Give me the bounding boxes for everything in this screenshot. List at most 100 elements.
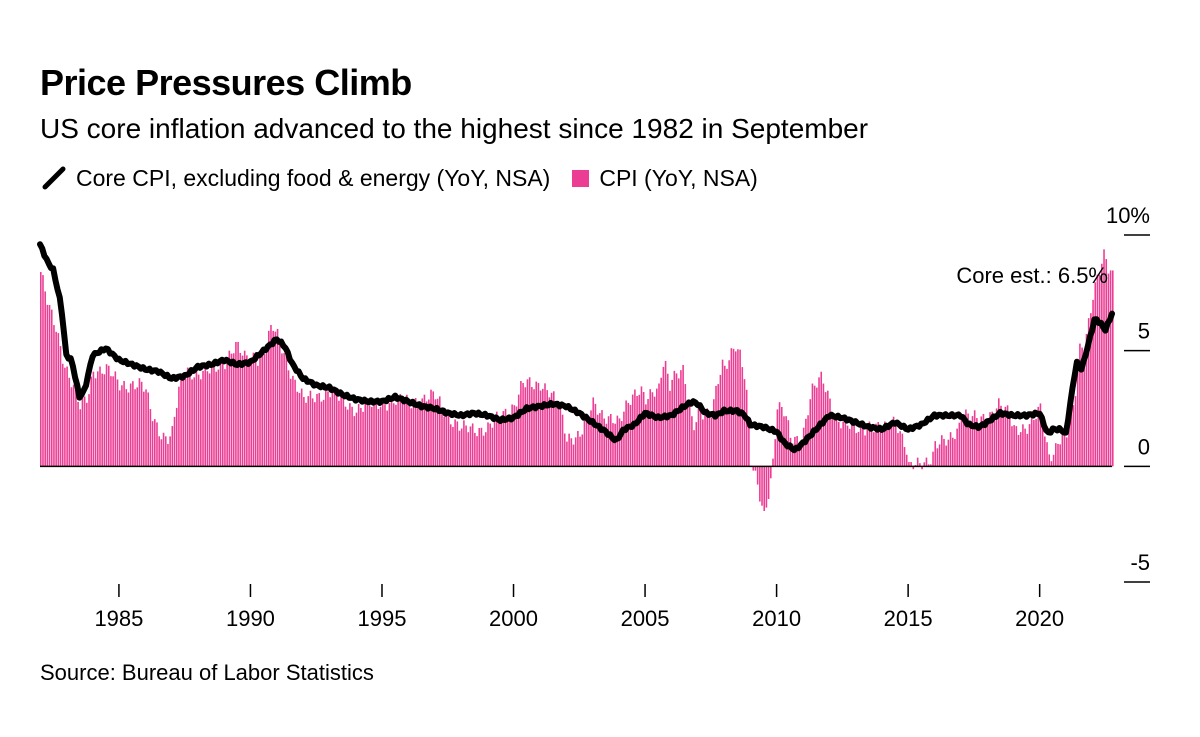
cpi-bar — [154, 419, 156, 467]
cpi-bar — [1057, 443, 1059, 467]
cpi-bar — [989, 412, 991, 467]
cpi-bar — [789, 437, 792, 467]
cpi-bar — [217, 369, 220, 467]
cpi-bar — [1068, 427, 1070, 467]
cpi-bar — [605, 423, 608, 467]
cpi-bar — [182, 379, 185, 467]
cpi-bar — [879, 431, 882, 467]
cpi-bar — [932, 451, 934, 467]
x-tick-label: 2000 — [489, 606, 538, 631]
cpi-bar — [335, 394, 338, 467]
legend-item-cpi: CPI (YoY, NSA) — [572, 165, 758, 192]
cpi-bar — [489, 423, 491, 467]
cpi-bar — [329, 397, 331, 467]
cpi-bar — [403, 401, 406, 467]
cpi-bar — [72, 384, 75, 467]
cpi-bar — [160, 439, 163, 467]
cpi-bar — [228, 350, 231, 467]
cpi-bar — [627, 402, 630, 467]
cpi-bar — [283, 353, 285, 467]
cpi-bar — [563, 433, 566, 467]
cpi-bar — [371, 406, 373, 467]
cpi-bar — [474, 432, 476, 467]
cpi-bar — [864, 435, 866, 467]
cpi-bar — [1096, 274, 1099, 467]
cpi-bar — [886, 423, 888, 467]
cpi-bar — [320, 401, 323, 467]
cpi-bar — [110, 376, 112, 467]
cpi-bar — [1048, 454, 1051, 467]
cpi-bar — [101, 373, 103, 467]
cpi-bar — [590, 410, 592, 467]
cpi-bar — [221, 363, 224, 467]
cpi-bar — [395, 404, 397, 467]
cpi-bar — [197, 374, 200, 467]
cpi-bar — [612, 423, 614, 467]
cpi-bar — [167, 443, 169, 467]
cpi-bar — [546, 390, 548, 467]
cpi-bar — [767, 466, 770, 500]
cpi-bar — [671, 379, 673, 467]
cpi-bar — [355, 412, 358, 467]
cpi-bar — [958, 422, 961, 467]
cpi-bar — [984, 422, 987, 467]
cpi-bar — [824, 392, 827, 467]
cpi-bar — [423, 394, 426, 467]
cpi-bar — [127, 392, 130, 467]
cpi-bar — [1037, 406, 1040, 467]
cpi-bar — [491, 427, 494, 467]
cpi-bar — [723, 365, 726, 467]
cpi-bar — [305, 402, 307, 467]
cpi-bar — [943, 438, 945, 467]
cpi-bar — [1013, 425, 1015, 467]
chart-legend: Core CPI, excluding food & energy (YoY, … — [40, 164, 780, 192]
cpi-bar — [134, 389, 136, 467]
x-tick-label: 2005 — [621, 606, 670, 631]
cpi-bar — [840, 428, 842, 467]
cpi-bar — [318, 393, 320, 467]
cpi-bar — [487, 422, 489, 467]
cpi-bar — [855, 433, 858, 467]
y-tick-label: -5 — [1130, 550, 1150, 575]
cpi-bar — [1000, 405, 1002, 467]
cpi-bar — [90, 376, 93, 467]
cpi-bar — [180, 373, 182, 467]
cpi-bar — [368, 405, 371, 467]
cpi-bar — [699, 410, 702, 467]
cpi-bar — [1079, 343, 1081, 467]
cpi-bar — [485, 432, 487, 467]
cpi-bar — [675, 373, 678, 467]
cpi-bar — [103, 374, 106, 467]
cpi-bar — [925, 457, 928, 467]
cpi-bar — [798, 443, 801, 467]
cpi-bar — [748, 423, 750, 467]
cpi-bar — [278, 340, 281, 467]
cpi-bar — [653, 396, 656, 467]
cpi-bar — [559, 404, 562, 467]
cpi-bar — [390, 397, 393, 467]
cpi-bar — [324, 390, 327, 467]
cpi-bar — [811, 383, 814, 467]
cpi-bar — [362, 411, 364, 467]
cpi-bar — [892, 416, 895, 467]
cpi-bar — [232, 353, 235, 467]
y-tick-label: 0 — [1138, 434, 1150, 459]
cpi-bar — [46, 304, 49, 467]
cpi-bar — [298, 392, 301, 467]
cpi-bar — [171, 426, 174, 467]
cpi-bar — [684, 384, 687, 467]
cpi-bar — [156, 422, 158, 467]
cpi-bar — [544, 383, 546, 467]
cpi-bar — [59, 346, 62, 467]
cpi-bar — [688, 404, 691, 467]
cpi-bar — [500, 420, 502, 467]
cpi-bar — [88, 394, 90, 467]
cpi-bar — [454, 419, 456, 467]
cpi-bar — [522, 383, 524, 467]
cpi-bar — [132, 381, 134, 467]
cpi-bar — [1065, 437, 1068, 467]
cpi-bar — [123, 380, 125, 467]
cpi-bar — [349, 403, 351, 467]
cpi-bar — [905, 454, 908, 467]
cpi-bar — [868, 421, 871, 467]
